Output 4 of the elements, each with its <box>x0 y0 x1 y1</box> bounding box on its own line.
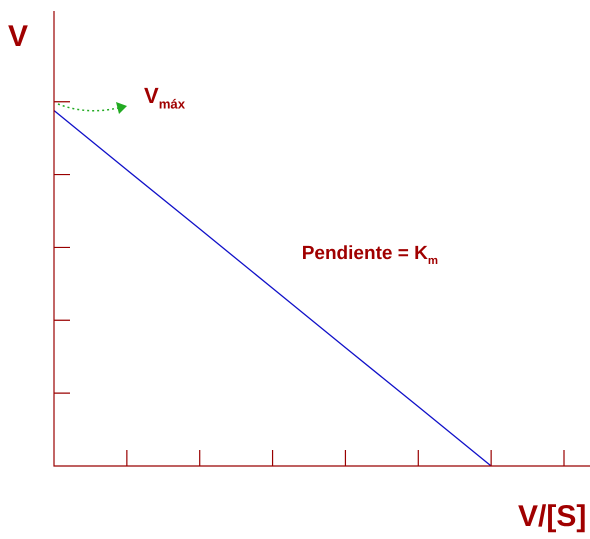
annotation: V$_{máx}$ <box>144 82 186 111</box>
x-axis-title: V/[S] <box>518 500 586 534</box>
y-axis-title: V <box>8 20 28 54</box>
annotation: Pendiente = K$_{m}$ <box>302 242 438 267</box>
